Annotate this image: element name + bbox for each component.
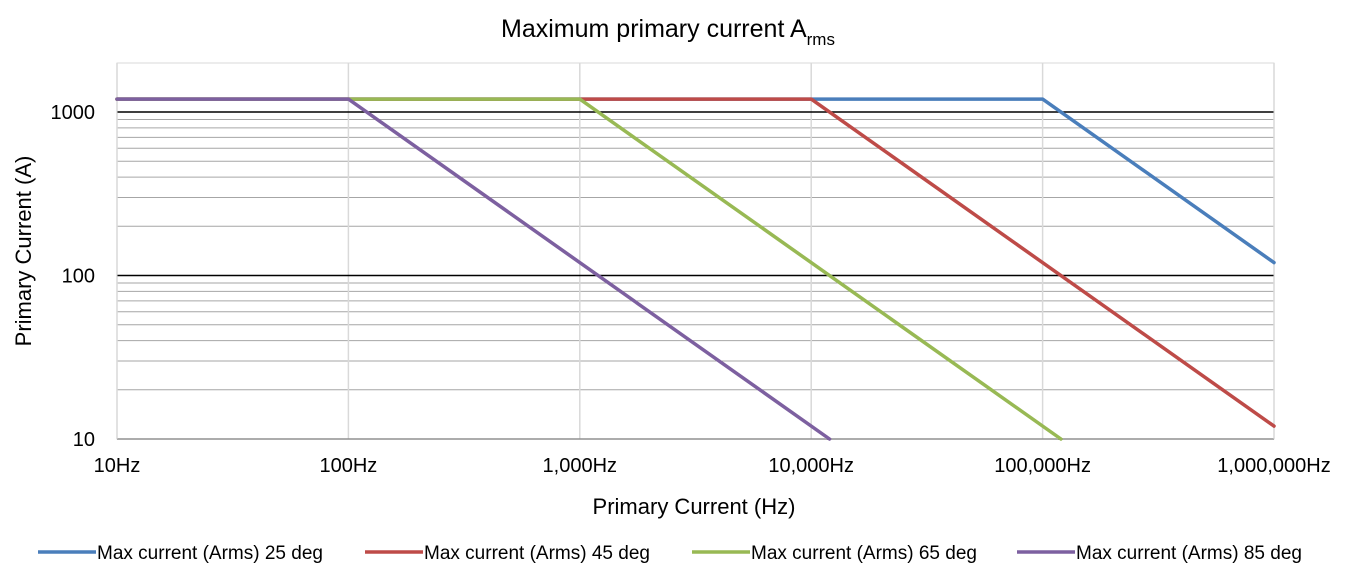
legend-label-1: Max current (Arms) 25 deg [97, 543, 323, 564]
y-tick-label: 1000 [51, 102, 96, 124]
y-axis-label: Primary Current (A) [11, 156, 36, 347]
x-tick-label: 100Hz [319, 455, 377, 477]
grid [116, 63, 1275, 440]
series-lines [115, 97, 1276, 441]
legend-label-2: Max current (Arms) 45 deg [424, 543, 650, 564]
x-tick-label: 1,000Hz [543, 455, 618, 477]
plot-area-border [116, 62, 1275, 440]
chart-title: Maximum primary current Arms [501, 15, 835, 49]
x-axis-label: Primary Current (Hz) [593, 494, 796, 519]
legend-label-3: Max current (Arms) 65 deg [751, 543, 977, 564]
chart-title-main: Maximum primary current A [501, 15, 807, 43]
x-tick-label: 10,000Hz [768, 455, 854, 477]
chart-title-subscript: rms [807, 30, 835, 49]
legend: Max current (Arms) 25 deg Max current (Ar… [38, 543, 1302, 564]
tick-labels: 10Hz 100Hz 1,000Hz 10,000Hz 100,000Hz 1,000,0… [51, 102, 1331, 477]
y-tick-label: 100 [62, 266, 95, 288]
series-line-4 [115, 97, 832, 441]
legend-label-4: Max current (Arms) 85 deg [1076, 543, 1302, 564]
x-tick-label: 1,000,000Hz [1217, 455, 1330, 477]
x-tick-label: 10Hz [94, 455, 141, 477]
x-tick-label: 100,000Hz [994, 455, 1091, 477]
y-tick-label: 10 [73, 429, 95, 451]
